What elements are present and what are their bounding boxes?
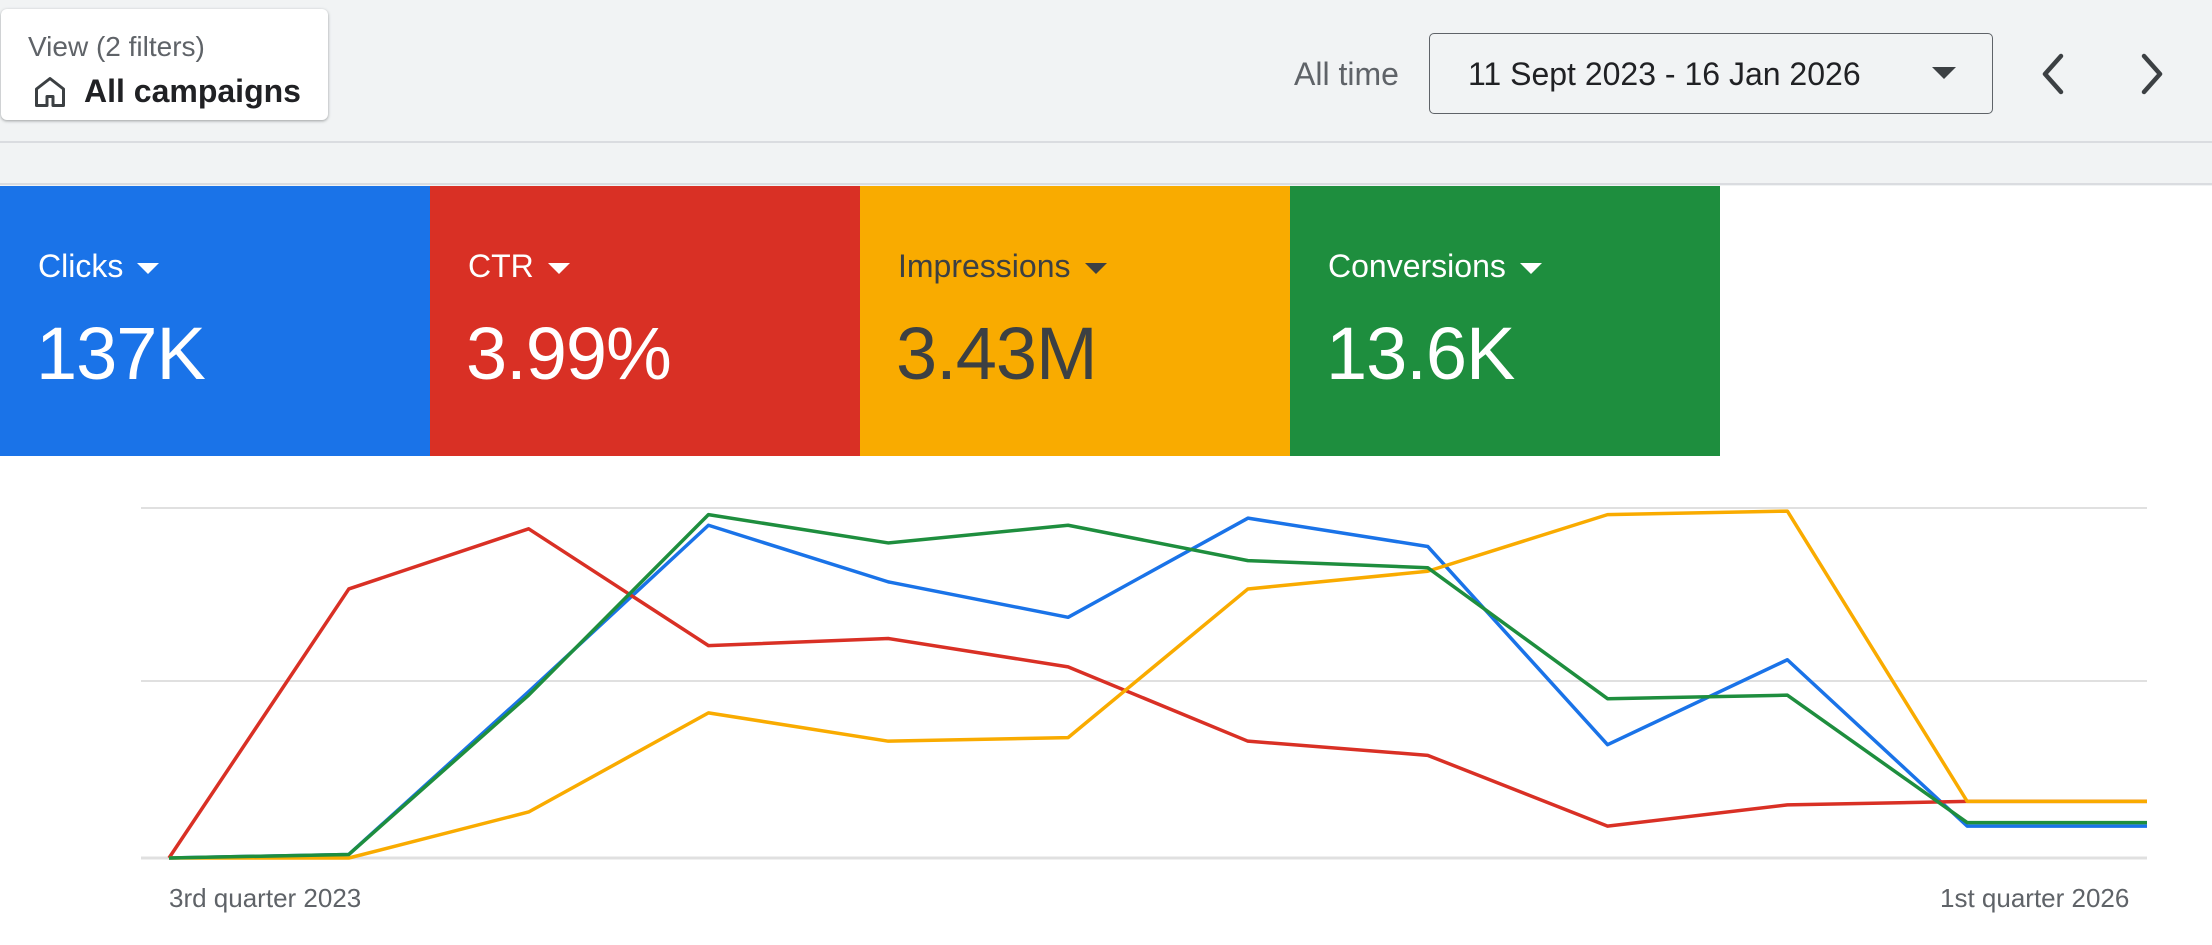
metric-label: Conversions xyxy=(1328,248,1542,285)
dropdown-caret-icon xyxy=(1084,263,1107,274)
date-range-dropdown[interactable]: 11 Sept 2023 - 16 Jan 2026 xyxy=(1429,33,1993,114)
metric-label: Impressions xyxy=(898,248,1107,285)
section-divider xyxy=(0,183,2212,185)
date-range-text: 11 Sept 2023 - 16 Jan 2026 xyxy=(1468,56,1861,92)
dropdown-caret-icon xyxy=(547,263,570,274)
series-line-clicks xyxy=(168,516,2147,860)
header-divider xyxy=(0,141,2212,143)
range-preset-label: All time xyxy=(1294,56,1399,92)
metric-label-text: Clicks xyxy=(38,248,124,284)
metric-card-clicks[interactable]: Clicks 137K xyxy=(0,186,430,456)
home-icon xyxy=(35,76,65,107)
campaign-view-selector[interactable]: View (2 filters) All campaigns xyxy=(1,9,328,120)
metric-label-text: CTR xyxy=(468,248,534,284)
campaign-name: All campaigns xyxy=(84,73,301,109)
metric-label: CTR xyxy=(468,248,570,285)
metric-label-text: Conversions xyxy=(1328,248,1506,284)
series-line-conversions xyxy=(168,512,2147,860)
metric-label-text: Impressions xyxy=(898,248,1071,284)
view-filter-label: View (2 filters) xyxy=(28,31,205,62)
metric-label: Clicks xyxy=(38,248,160,285)
metric-value: 137K xyxy=(36,312,206,395)
campaign-row: All campaigns xyxy=(32,73,301,110)
metric-value: 3.99% xyxy=(466,312,672,395)
series-line-impressions xyxy=(169,509,2147,860)
series-line-ctr xyxy=(167,527,2147,859)
x-axis-end-label: 1st quarter 2026 xyxy=(1940,883,2130,913)
metric-value: 3.43M xyxy=(896,312,1098,395)
metric-card-impressions[interactable]: Impressions 3.43M xyxy=(860,186,1290,456)
metric-value: 13.6K xyxy=(1326,312,1515,395)
chevron-left-icon[interactable] xyxy=(2033,46,2073,102)
dropdown-caret-icon xyxy=(137,263,160,274)
x-axis-start-label: 3rd quarter 2023 xyxy=(169,883,362,913)
metric-card-ctr[interactable]: CTR 3.99% xyxy=(430,186,860,456)
performance-line-chart xyxy=(141,507,2147,860)
metric-card-conversions[interactable]: Conversions 13.6K xyxy=(1290,186,1720,456)
dropdown-caret-icon xyxy=(1519,263,1542,274)
dropdown-caret-icon xyxy=(1932,67,1956,79)
performance-panel: Clicks 137K CTR 3.99% Impressions 3.43M … xyxy=(0,186,2212,945)
chevron-right-icon[interactable] xyxy=(2132,46,2172,102)
